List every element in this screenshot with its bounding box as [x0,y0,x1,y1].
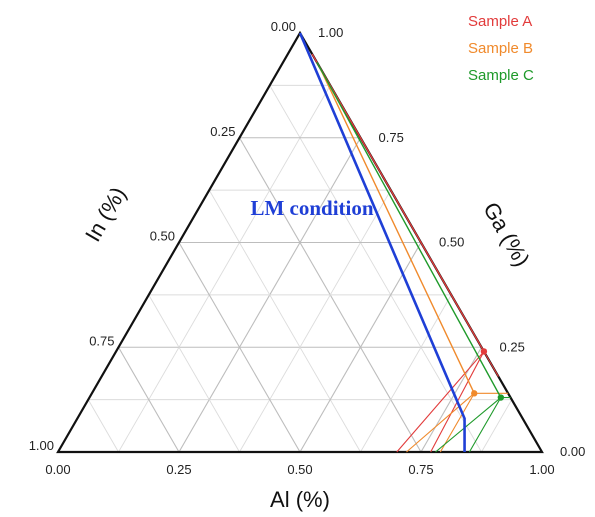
tick-label-ga: 0.50 [439,235,464,250]
tick-label-ga: 0.25 [500,339,525,354]
tick-label-al: 1.00 [529,462,554,477]
tick-label-in: 0.25 [210,124,235,139]
tick-label-in: 0.00 [271,19,296,34]
axis-title-al: Al (%) [270,487,330,512]
gridline [299,242,422,453]
gridline [118,85,331,453]
tick-label-in: 0.50 [150,229,175,244]
data-series-layer [298,32,511,453]
gridline [208,189,361,453]
tick-label-ga: 0.75 [379,130,404,145]
sample-c-projection-in [435,397,502,453]
sample-a-projection-in [396,351,485,453]
tick-label-in: 1.00 [29,438,54,453]
legend-sample-b: Sample B [468,40,533,57]
tick-label-al: 0.00 [45,462,70,477]
tick-label-ga: 0.00 [560,444,585,459]
tick-label-al: 0.75 [408,462,433,477]
legend-sample-c: Sample C [468,67,534,84]
sample-b-line [318,66,475,394]
gridline [118,346,180,453]
gridline [481,399,513,453]
legend: Sample A Sample B Sample C [468,13,534,84]
gridline [148,294,240,453]
tick-label-al: 0.25 [166,462,191,477]
tick-label-ga: 1.00 [318,25,343,40]
sample-c-point [497,394,505,401]
gridline [239,189,392,453]
legend-sample-a: Sample A [468,13,532,30]
sample-a-point [480,348,488,355]
sample-c-line [316,61,502,398]
gridline [420,346,482,453]
sample-b-point [471,390,478,397]
sample-b-projection-al [439,393,475,453]
tick-labels: 0.00 0.00 0.00 0.25 0.25 0.25 0.50 0.50 0.50 0.75… [29,19,586,477]
gridline [178,242,301,453]
axis-title-in: In (%) [80,183,131,246]
tick-label-al: 0.50 [287,462,312,477]
sample-b-projection-in [406,392,475,453]
lm-condition-line [298,32,466,452]
sample-a-line [311,53,485,352]
tick-label-in: 0.75 [89,333,114,348]
axis-title-ga: Ga (%) [478,198,534,271]
ternary-gridlines [87,84,513,453]
sample-a-projection-ga [483,351,499,377]
lm-condition-label: LM condition [250,196,373,220]
gridline [269,85,482,453]
sample-c-projection-al [468,397,502,453]
gridline [87,399,119,453]
gridline [360,294,452,453]
